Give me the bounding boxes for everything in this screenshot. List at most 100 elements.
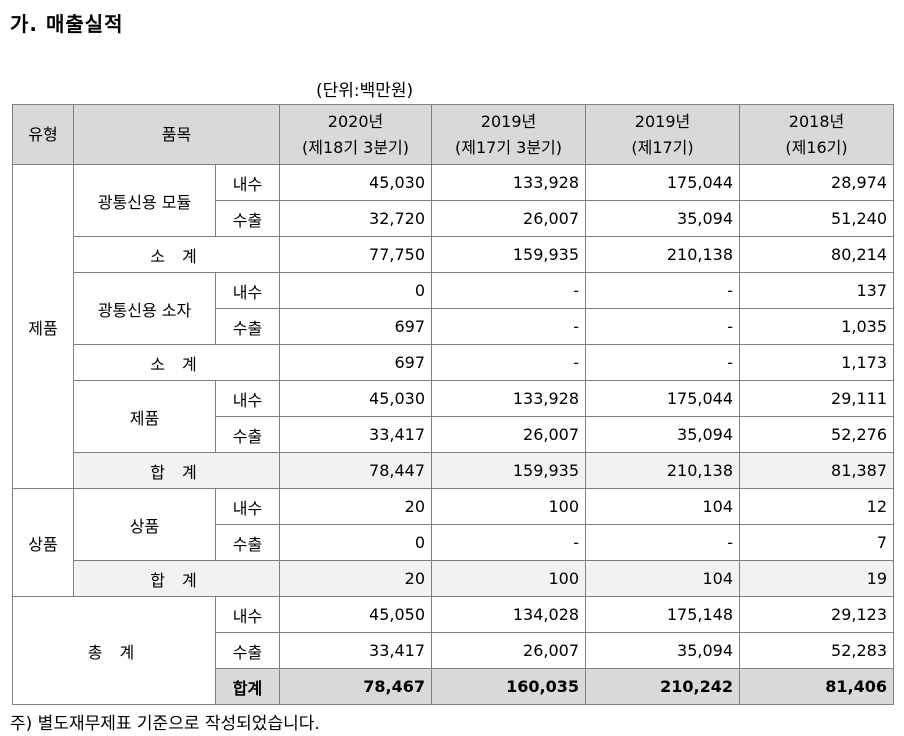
cell: 52,283 [739, 632, 895, 669]
cell: 175,044 [585, 164, 741, 201]
kind-domestic: 내수 [214, 272, 281, 309]
cell: 0 [279, 524, 433, 561]
cell: - [585, 308, 741, 345]
cell: 100 [431, 560, 587, 597]
grand-total-label: 총 계 [12, 596, 216, 705]
table-row: 총 계 내수 45,050 134,028 175,148 29,123 [12, 596, 895, 705]
kind-domestic: 내수 [214, 380, 281, 417]
cell: 210,242 [585, 668, 741, 705]
total-label: 합 계 [72, 560, 281, 597]
cell: 80,214 [739, 236, 895, 273]
cell: 0 [279, 272, 433, 309]
cell: 26,007 [431, 416, 587, 453]
footnote: 주) 별도재무제표 기준으로 작성되었습니다. [10, 714, 320, 734]
cell: 81,387 [739, 452, 895, 489]
cell: 33,417 [279, 632, 433, 669]
section-title: 가. 매출실적 [10, 12, 124, 36]
cell: 104 [585, 560, 741, 597]
table-row: 상품 상품 내수 20 100 104 12 [12, 488, 895, 597]
cell: 175,044 [585, 380, 741, 417]
kind-export: 수출 [214, 524, 281, 561]
type-product: 제품 [12, 164, 74, 489]
total-row: 합 계 78,447 159,935 210,138 81,387 [13, 452, 895, 489]
grand-sum-label: 합계 [214, 668, 281, 705]
cell: - [585, 524, 741, 561]
table-row: 제품 광통신용 모듈 내수 45,030 133,928 175,044 28,… [12, 164, 895, 489]
cell: - [431, 272, 587, 309]
header-row: 유형 품목 2020년 (제18기 3분기) 2019년 (제17기 3분기) 20… [12, 104, 895, 165]
item-device: 광통신용 소자 [73, 272, 216, 345]
kind-export: 수출 [214, 308, 281, 345]
cell: 7 [739, 524, 895, 561]
cell: 33,417 [279, 416, 433, 453]
table-row: 수출 697 - - 1,035 [13, 308, 895, 345]
cell: 104 [585, 488, 741, 525]
header-col: 2020년 (제18기 3분기) [279, 104, 433, 165]
cell: 26,007 [431, 200, 587, 237]
cell: 77,750 [279, 236, 433, 273]
header-col: 2019년 (제17기) [585, 104, 741, 165]
item-goods: 상품 [73, 488, 216, 561]
cell: 78,467 [279, 668, 433, 705]
header-col: 2019년 (제17기 3분기) [431, 104, 587, 165]
grand-sum-row: 합계 78,467 160,035 210,242 81,406 [13, 668, 895, 705]
table-row: 수출 32,720 26,007 35,094 51,240 [13, 200, 895, 237]
cell: 20 [279, 560, 433, 597]
header-col: 2018년 (제16기) [739, 104, 895, 165]
cell: 134,028 [431, 596, 587, 633]
table-row: 제품 내수 45,030 133,928 175,044 29,111 [13, 380, 895, 453]
item-module: 광통신용 모듈 [73, 164, 216, 237]
cell: 45,050 [279, 596, 433, 633]
cell: 133,928 [431, 380, 587, 417]
sales-table: 유형 품목 2020년 (제18기 3분기) 2019년 (제17기 3분기) 20… [12, 104, 895, 705]
cell: 26,007 [431, 632, 587, 669]
total-label: 합 계 [72, 452, 281, 489]
cell: 29,123 [739, 596, 895, 633]
cell: 210,138 [585, 236, 741, 273]
cell: - [431, 344, 587, 381]
cell: - [431, 308, 587, 345]
cell: 1,035 [739, 308, 895, 345]
cell: 78,447 [279, 452, 433, 489]
cell: 52,276 [739, 416, 895, 453]
cell: 210,138 [585, 452, 741, 489]
kind-domestic: 내수 [214, 164, 281, 201]
cell: 45,030 [279, 380, 433, 417]
kind-export: 수출 [214, 632, 281, 669]
cell: 35,094 [585, 416, 741, 453]
cell: 81,406 [739, 668, 895, 705]
cell: 160,035 [431, 668, 587, 705]
cell: 100 [431, 488, 587, 525]
cell: 1,173 [739, 344, 895, 381]
cell: 133,928 [431, 164, 587, 201]
kind-export: 수출 [214, 416, 281, 453]
cell: 20 [279, 488, 433, 525]
total-row: 합 계 20 100 104 19 [13, 560, 895, 597]
subtotal-row: 소 계 697 - - 1,173 [13, 344, 895, 381]
cell: 32,720 [279, 200, 433, 237]
cell: - [585, 344, 741, 381]
cell: 28,974 [739, 164, 895, 201]
cell: 175,148 [585, 596, 741, 633]
header-item: 품목 [72, 104, 281, 165]
cell: 137 [739, 272, 895, 309]
kind-domestic: 내수 [214, 488, 281, 525]
type-goods: 상품 [12, 488, 74, 597]
cell: 51,240 [739, 200, 895, 237]
item-product: 제품 [73, 380, 216, 453]
cell: 697 [279, 344, 433, 381]
table-row: 수출 33,417 26,007 35,094 52,283 [13, 632, 895, 669]
table-row: 광통신용 소자 내수 0 - - 137 [13, 272, 895, 345]
subtotal-label: 소 계 [72, 236, 281, 273]
subtotal-label: 소 계 [72, 344, 281, 381]
cell: 697 [279, 308, 433, 345]
header-type: 유형 [12, 104, 74, 165]
cell: 159,935 [431, 452, 587, 489]
cell: 12 [739, 488, 895, 525]
cell: 19 [739, 560, 895, 597]
cell: - [431, 524, 587, 561]
kind-export: 수출 [214, 200, 281, 237]
cell: 45,030 [279, 164, 433, 201]
cell: 159,935 [431, 236, 587, 273]
subtotal-row: 소 계 77,750 159,935 210,138 80,214 [13, 236, 895, 273]
